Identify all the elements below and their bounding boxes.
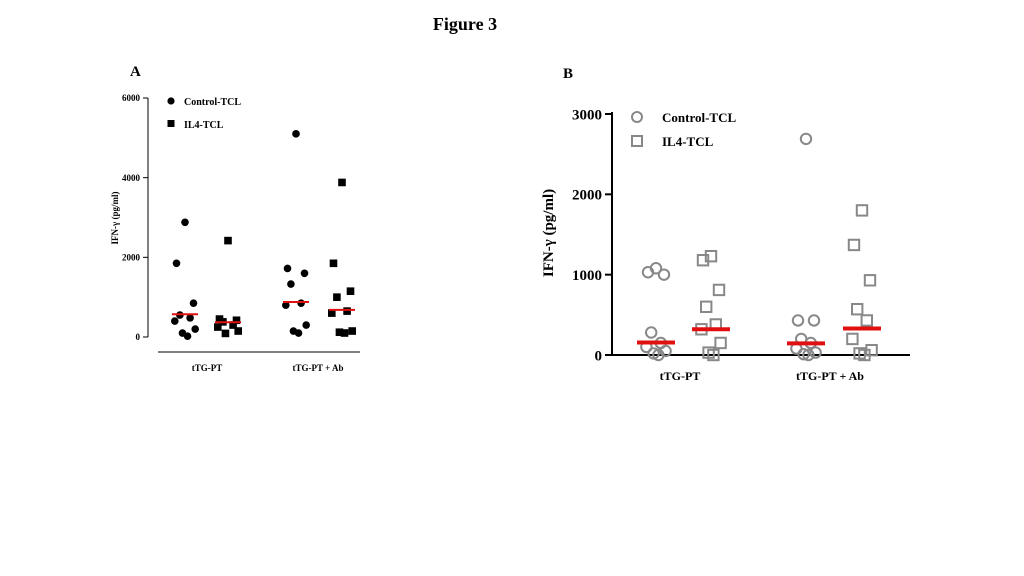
legend-a-il4-label: IL4-TCL — [184, 120, 224, 131]
panel-b-point-il4 — [696, 254, 710, 267]
panel-a-point-il4 — [346, 287, 355, 295]
legend-b-il4-marker — [631, 135, 643, 147]
panel-a-point-control — [191, 325, 199, 333]
panel-a-point-control — [294, 329, 303, 337]
panel-a-point-control — [300, 269, 309, 278]
panel-b-point-il4 — [847, 238, 861, 252]
panel-b-point-control — [802, 348, 815, 362]
panel-b-point-il4 — [855, 204, 869, 217]
panel-b-y-tick-label: 0 — [595, 348, 603, 364]
panel-b-point-il4 — [851, 303, 864, 316]
panel-b-y-tick-label: 2000 — [572, 188, 602, 204]
panel-b-point-control — [791, 314, 805, 327]
panel-a-point-il4 — [329, 259, 338, 268]
panel-a-point-il4 — [335, 328, 344, 337]
panel-a-point-il4 — [333, 293, 341, 301]
legend-a-il4-marker — [167, 120, 175, 127]
legend-b-il4-label: IL4-TCL — [662, 134, 714, 149]
panel-a-group-label-1: tTG-PT — [192, 363, 223, 373]
panel-b-point-control — [652, 348, 665, 362]
panel-b-point-il4 — [704, 249, 718, 263]
panel-b: B IFN-γ (pg/ml) Control-TCL IL4-TCL tTG-… — [541, 66, 910, 383]
panel-a-point-il4 — [340, 329, 349, 337]
panel-a-point-control — [183, 332, 192, 341]
legend-a-control-marker — [167, 97, 175, 105]
panel-b-point-control — [807, 314, 821, 327]
panel-b-y-label: IFN-γ (pg/ml) — [541, 189, 557, 277]
panel-b-point-control — [809, 346, 822, 359]
panel-a-point-il4 — [214, 323, 222, 331]
panel-a: A IFN-γ (pg/ml) Control-TCL IL4-TCL tTG-… — [110, 64, 360, 373]
panel-b-point-il4 — [714, 336, 727, 350]
panel-b-point-il4 — [858, 348, 871, 362]
panel-b-point-control — [797, 347, 810, 361]
legend-b-control-label: Control-TCL — [662, 110, 736, 125]
legend-a-control-label: Control-TCL — [184, 97, 241, 108]
panel-a-y-tick-label: 0 — [136, 332, 141, 342]
panel-b-point-control — [657, 268, 671, 281]
panel-b-point-il4 — [846, 332, 859, 346]
panel-a-point-il4 — [224, 236, 232, 245]
panel-b-point-control — [641, 266, 655, 279]
panel-a-point-il4 — [328, 309, 336, 317]
panel-a-point-il4 — [338, 178, 346, 187]
panel-a-point-control — [283, 264, 292, 273]
panel-a-point-il4 — [221, 329, 230, 338]
panel-a-group-label-2: tTG-PT + Ab — [293, 363, 344, 373]
panel-a-point-control — [171, 317, 179, 325]
panel-a-y-tick-label: 4000 — [122, 173, 141, 183]
panel-a-point-il4 — [234, 327, 242, 335]
panel-b-group-label-1: tTG-PT — [660, 369, 701, 383]
panel-a-point-control — [282, 301, 290, 309]
panel-a-point-control — [172, 259, 181, 268]
panel-a-point-control — [189, 299, 198, 307]
panel-a-y-tick-label: 6000 — [122, 93, 141, 103]
panel-b-point-control — [645, 326, 658, 339]
panel-b-y-tick-label: 1000 — [572, 268, 602, 284]
panel-b-y-tick-label: 3000 — [572, 107, 602, 123]
panel-a-point-control — [186, 314, 194, 322]
panel-a-point-il4 — [229, 321, 237, 329]
panel-a-label: A — [130, 64, 141, 80]
panel-a-point-control — [181, 218, 189, 227]
figure-title: Figure 3 — [432, 14, 498, 34]
panel-a-point-control — [292, 130, 300, 138]
panel-b-legend: Control-TCL IL4-TCL — [631, 110, 736, 149]
panel-a-point-il4 — [343, 307, 351, 315]
legend-b-control-marker — [631, 111, 643, 123]
panel-a-point-control — [297, 299, 305, 307]
panel-b-point-il4 — [863, 274, 877, 287]
panel-b-point-il4 — [712, 283, 726, 297]
panel-b-point-control — [799, 132, 813, 146]
panel-a-y-label: IFN-γ (pg/ml) — [110, 192, 120, 245]
panel-a-point-il4 — [348, 327, 356, 335]
panel-a-y-tick-label: 2000 — [122, 252, 141, 262]
panel-b-label: B — [563, 66, 573, 82]
panel-a-point-il4 — [232, 316, 241, 325]
panel-b-point-il4 — [707, 348, 720, 362]
panel-a-point-control — [302, 321, 311, 329]
panel-b-point-il4 — [860, 314, 873, 327]
panel-b-point-il4 — [700, 300, 713, 314]
panel-a-legend: Control-TCL IL4-TCL — [167, 97, 241, 131]
panel-a-point-control — [287, 280, 295, 288]
panel-b-group-label-2: tTG-PT + Ab — [796, 369, 864, 383]
